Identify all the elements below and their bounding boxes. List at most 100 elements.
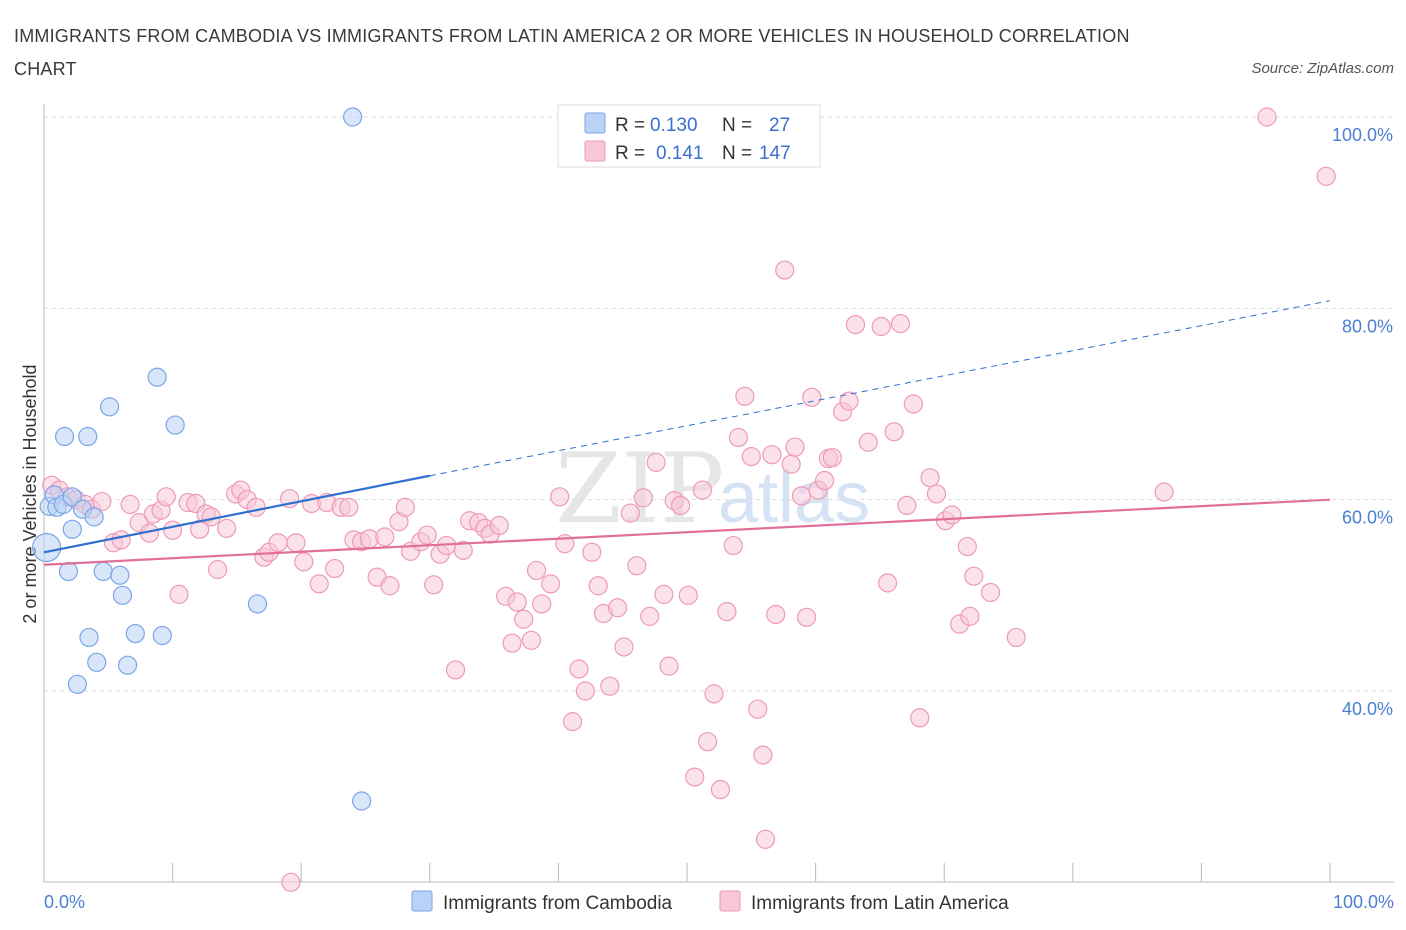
x-tick-label-min: 0.0%: [44, 892, 85, 912]
data-point-latin-america: [796, 607, 817, 627]
data-point-latin-america: [884, 422, 904, 442]
data-point-latin-america: [791, 486, 812, 506]
data-point-latin-america: [120, 494, 140, 515]
data-point-latin-america: [926, 484, 947, 504]
data-point-latin-america: [562, 712, 583, 732]
data-point-cambodia: [79, 627, 99, 648]
data-point-latin-america: [502, 633, 522, 653]
data-point-latin-america: [704, 684, 724, 704]
data-point-latin-america: [532, 594, 552, 614]
bottom-legend-label-latin: Immigrants from Latin America: [751, 893, 1009, 914]
trend-lines: [43, 300, 1331, 566]
data-point-latin-america: [678, 585, 698, 605]
bottom-legend-swatch-cambodia: [411, 890, 433, 912]
data-point-latin-america: [92, 491, 112, 512]
data-point-latin-america: [957, 536, 977, 557]
data-point-latin-america: [569, 659, 589, 679]
data-point-latin-america: [890, 314, 911, 334]
data-point-latin-america: [424, 575, 444, 595]
data-point-latin-america: [753, 745, 773, 765]
data-point-latin-america: [903, 394, 923, 414]
data-point-cambodia: [54, 426, 75, 447]
data-point-latin-america: [514, 609, 534, 629]
data-point-cambodia: [84, 507, 104, 527]
data-point-cambodia: [58, 561, 79, 582]
data-point-latin-america: [920, 468, 940, 488]
data-point-latin-america: [717, 601, 737, 622]
data-point-latin-america: [633, 488, 653, 508]
data-point-cambodia: [31, 532, 62, 563]
data-point-latin-america: [1006, 627, 1026, 648]
data-point-latin-america: [741, 447, 761, 467]
data-point-latin-america: [822, 447, 842, 468]
data-point-cambodia: [247, 594, 268, 614]
data-point-latin-america: [692, 480, 713, 500]
series-latin-america: [42, 107, 1336, 892]
data-point-latin-america: [755, 829, 776, 849]
data-point-latin-america: [802, 387, 822, 407]
data-point-cambodia: [87, 652, 107, 672]
legend-n-label-cambodia: N =: [722, 115, 752, 136]
data-point-latin-america: [325, 558, 345, 579]
data-point-cambodia: [62, 519, 82, 539]
legend-n-value-cambodia: 27: [769, 115, 790, 136]
legend-r-label-latin: R =: [615, 143, 645, 164]
data-point-cambodia: [125, 623, 145, 644]
data-point-latin-america: [980, 582, 1001, 603]
data-point-latin-america: [1154, 482, 1174, 502]
data-point-latin-america: [417, 525, 437, 545]
data-point-latin-america: [582, 542, 602, 562]
y-tick-label: 40.0%: [1342, 699, 1393, 719]
data-point-latin-america: [156, 487, 176, 507]
trend-line-latin-america: [43, 498, 1331, 566]
data-point-latin-america: [294, 552, 314, 572]
data-point-latin-america: [217, 518, 237, 538]
data-point-latin-america: [246, 497, 266, 517]
gridlines: [44, 116, 1394, 692]
data-point-latin-america: [723, 535, 743, 556]
data-point-latin-america: [964, 566, 984, 586]
legend-r-value-cambodia: 0.130: [650, 115, 698, 136]
data-point-latin-america: [541, 574, 561, 594]
bottom-legend: Immigrants from Cambodia Immigrants from…: [411, 890, 1009, 914]
data-point-latin-america: [815, 470, 835, 491]
series-cambodia: [31, 107, 372, 811]
data-point-latin-america: [685, 767, 705, 787]
data-point-latin-america: [640, 606, 660, 626]
data-point-cambodia: [165, 415, 185, 435]
data-point-latin-america: [942, 505, 962, 525]
source-label: Source: ZipAtlas.com: [1251, 60, 1394, 77]
bottom-legend-label-cambodia: Immigrants from Cambodia: [443, 893, 673, 914]
data-point-latin-america: [575, 681, 596, 701]
data-point-latin-america: [526, 560, 547, 581]
data-point-latin-america: [878, 573, 898, 593]
chart-title: IMMIGRANTS FROM CAMBODIA VS IMMIGRANTS F…: [14, 26, 1130, 79]
data-point-cambodia: [117, 655, 138, 675]
legend-swatch-cambodia: [584, 112, 606, 134]
data-point-latin-america: [785, 437, 805, 457]
data-point-latin-america: [748, 699, 768, 719]
data-point-cambodia: [343, 107, 363, 127]
legend-n-value-latin: 147: [759, 143, 791, 164]
data-point-cambodia: [147, 367, 167, 387]
data-point-latin-america: [445, 660, 466, 680]
data-point-latin-america: [845, 314, 866, 335]
data-point-latin-america: [1316, 166, 1336, 186]
legend-r-value-latin: 0.141: [656, 143, 704, 164]
data-point-latin-america: [960, 606, 980, 626]
data-point-latin-america: [670, 495, 691, 516]
data-point-latin-america: [380, 576, 400, 596]
data-point-latin-america: [897, 495, 917, 516]
y-tick-label: 100.0%: [1332, 125, 1393, 145]
legend-r-label-cambodia: R =: [615, 115, 645, 136]
data-point-latin-america: [607, 598, 628, 618]
data-point-latin-america: [627, 556, 647, 576]
data-point-cambodia: [112, 585, 133, 605]
data-point-cambodia: [67, 674, 88, 694]
data-point-latin-america: [1257, 107, 1277, 127]
data-point-latin-america: [839, 391, 859, 411]
data-point-latin-america: [654, 584, 674, 604]
data-point-latin-america: [620, 503, 641, 523]
x-axis-ticks: [43, 863, 1331, 882]
